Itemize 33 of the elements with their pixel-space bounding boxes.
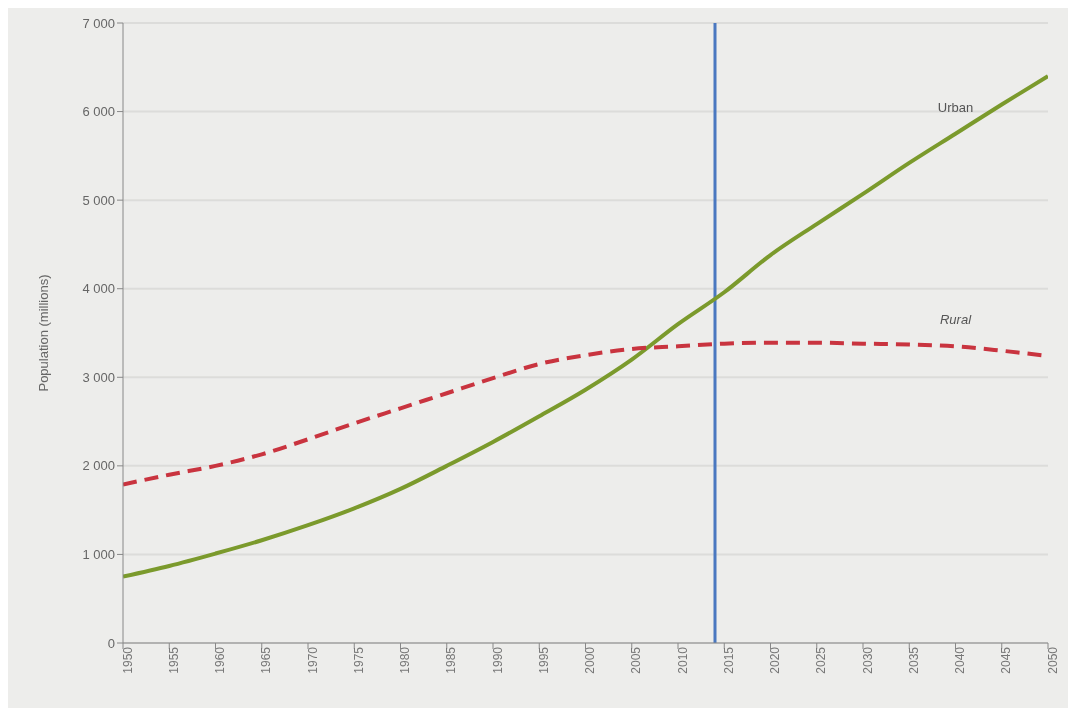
y-tick-label: 5 000 [82, 192, 115, 208]
x-tick-label: 2050 [1045, 646, 1060, 674]
y-tick-label: 2 000 [82, 458, 115, 474]
x-tick-label: 2030 [860, 646, 875, 674]
x-tick-label: 1990 [490, 646, 505, 674]
x-tick-label: 2010 [675, 646, 690, 674]
x-tick-label: 1950 [120, 646, 135, 674]
x-tick-label: 2005 [629, 646, 644, 674]
x-tick-label: 1965 [259, 646, 274, 674]
x-tick-label: 1995 [536, 646, 551, 674]
x-tick-label: 1970 [305, 646, 320, 674]
x-tick-label: 2000 [583, 646, 598, 674]
line-series [123, 74, 1048, 579]
x-tick-label: 2035 [906, 646, 921, 674]
y-tick-label: 3 000 [82, 369, 115, 385]
x-tick-label: 2040 [953, 646, 968, 674]
x-tick-label: 2025 [814, 646, 829, 674]
y-tick-label: 4 000 [82, 281, 115, 297]
x-tick-label: 1980 [398, 646, 413, 674]
x-tick-label: 1975 [351, 646, 366, 674]
y-tick-label: 6 000 [82, 104, 115, 120]
y-tick-label: 0 [107, 635, 115, 651]
y-axis-title: Population (millions) [35, 274, 51, 392]
series-label: Rural [939, 312, 973, 328]
x-tick-label: 1955 [166, 646, 181, 674]
series-label: Urban [937, 99, 974, 115]
x-tick-label: 1985 [444, 646, 459, 674]
x-tick-label: 2045 [999, 646, 1014, 674]
x-tick-label: 2015 [721, 646, 736, 674]
x-tick-label: 2020 [768, 646, 783, 674]
y-tick-label: 7 000 [82, 15, 115, 31]
y-tick-label: 1 000 [82, 547, 115, 563]
x-tick-label: 1960 [213, 646, 228, 674]
